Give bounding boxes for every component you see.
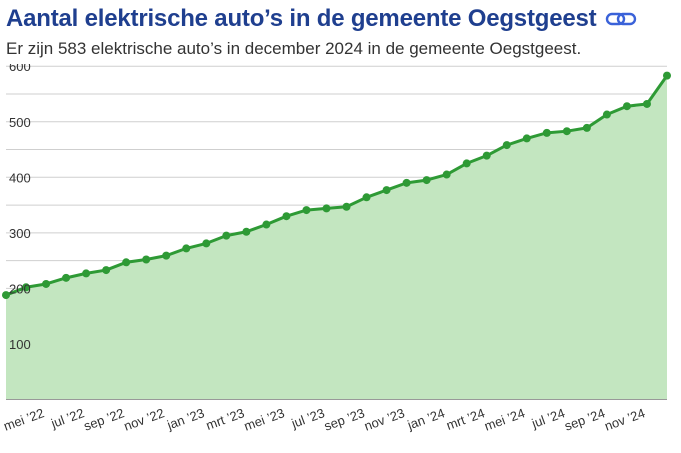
data-point[interactable] — [62, 273, 71, 282]
data-point[interactable] — [282, 212, 291, 221]
x-tick-label: jul ’22 — [48, 405, 86, 431]
data-point[interactable] — [2, 291, 10, 300]
data-point[interactable] — [82, 269, 91, 278]
data-point[interactable] — [663, 71, 671, 80]
data-point[interactable] — [422, 176, 431, 185]
page-title: Aantal elektrische auto’s in de gemeente… — [6, 5, 597, 32]
data-point[interactable] — [142, 255, 151, 264]
x-tick-label: mei ’23 — [242, 405, 287, 433]
x-tick-label: jan ’23 — [164, 405, 206, 433]
data-point[interactable] — [302, 206, 311, 215]
data-point[interactable] — [262, 220, 271, 229]
y-tick-label: 300 — [9, 226, 31, 241]
data-point[interactable] — [402, 178, 411, 187]
x-tick-label: jan ’24 — [405, 405, 447, 433]
x-tick-label: jul ’24 — [529, 405, 567, 431]
title-row: Aantal elektrische auto’s in de gemeente… — [6, 3, 637, 35]
data-point[interactable] — [342, 202, 351, 211]
data-point[interactable] — [322, 204, 331, 213]
data-point[interactable] — [602, 110, 611, 119]
data-point[interactable] — [102, 266, 111, 275]
x-tick-label: sep ’23 — [322, 405, 367, 433]
data-point[interactable] — [562, 127, 571, 136]
chart-subtitle: Er zijn 583 elektrische auto’s in decemb… — [6, 39, 582, 58]
data-point[interactable] — [582, 123, 591, 132]
x-tick-label: mrt ’24 — [444, 405, 486, 433]
data-point[interactable] — [22, 283, 31, 292]
data-point[interactable] — [462, 159, 471, 168]
link-icon[interactable] — [605, 10, 637, 28]
data-point[interactable] — [442, 170, 451, 179]
data-point[interactable] — [522, 134, 531, 143]
data-point[interactable] — [642, 99, 651, 108]
y-tick-label: 100 — [9, 337, 31, 352]
data-point[interactable] — [542, 128, 551, 137]
y-tick-label: 500 — [9, 115, 31, 130]
data-point[interactable] — [162, 251, 171, 260]
data-point[interactable] — [482, 151, 491, 160]
series-line — [5, 74, 669, 297]
x-tick-label: nov ’23 — [362, 405, 407, 433]
x-tick-label: sep ’24 — [562, 405, 607, 433]
x-tick-label: jul ’23 — [289, 405, 327, 431]
area-fill — [6, 75, 667, 400]
data-point[interactable] — [382, 186, 391, 195]
x-tick-label: nov ’22 — [122, 405, 167, 433]
data-point[interactable] — [242, 227, 251, 236]
link-icon-graphic — [606, 12, 637, 26]
x-tick-label: nov ’24 — [602, 405, 647, 433]
x-tick-label: sep ’22 — [82, 405, 127, 433]
data-point[interactable] — [182, 244, 191, 253]
y-tick-label: 200 — [9, 281, 31, 296]
data-point[interactable] — [622, 102, 631, 111]
y-tick-label: 400 — [9, 170, 31, 185]
data-point[interactable] — [42, 279, 51, 288]
data-point[interactable] — [502, 141, 511, 150]
data-point[interactable] — [202, 239, 211, 248]
y-tick-label: 600 — [9, 64, 31, 74]
data-point[interactable] — [222, 231, 231, 240]
data-point[interactable] — [362, 193, 371, 202]
x-tick-label: mrt ’23 — [204, 405, 246, 433]
data-point[interactable] — [122, 258, 131, 267]
data-points — [2, 71, 671, 300]
x-tick-label: mei ’24 — [482, 405, 527, 433]
y-axis: 100 200 300 400 500 600 — [9, 64, 31, 352]
x-tick-label: mei ’22 — [2, 405, 47, 433]
